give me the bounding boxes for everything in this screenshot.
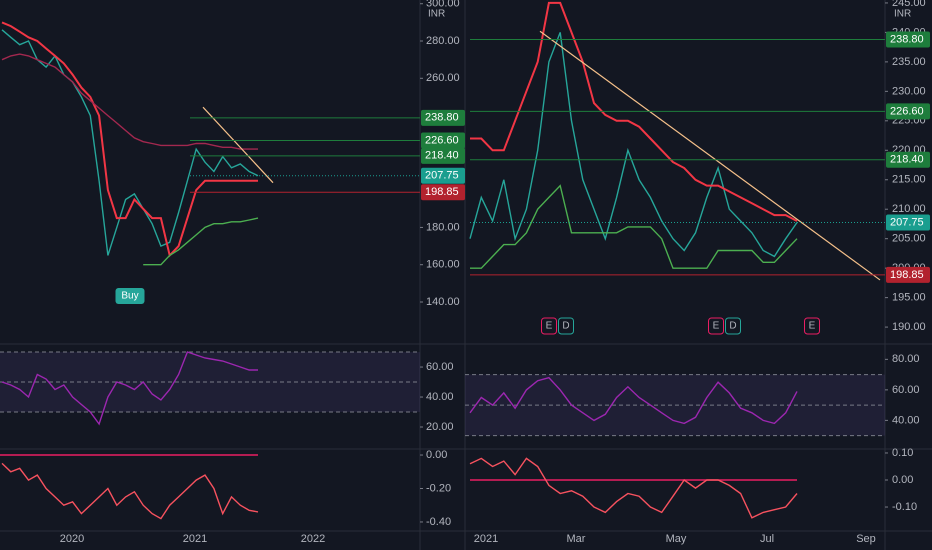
- y-tick-label: 235.00: [892, 56, 926, 68]
- y-tick-label: 195.00: [892, 292, 926, 304]
- series-line: [470, 1, 798, 222]
- level-label: 207.75: [890, 216, 924, 228]
- level-label: 226.60: [890, 105, 924, 117]
- x-tick-label: 2022: [301, 533, 325, 545]
- trendline: [202, 106, 274, 184]
- marker-label: D: [729, 321, 736, 332]
- level-box: [886, 31, 930, 48]
- y-tick-label: 210.00: [892, 203, 926, 215]
- unit-label: INR: [428, 9, 445, 20]
- level-box: [421, 147, 465, 164]
- series-line: [143, 217, 259, 266]
- level-label: 218.40: [425, 150, 459, 162]
- y-tick-label: -0.20: [426, 482, 451, 494]
- y-tick-label: 60.00: [892, 384, 920, 396]
- level-box: [421, 184, 465, 201]
- series-line: [469, 376, 798, 425]
- marker-box: [541, 317, 557, 335]
- y-tick-label: -0.40: [426, 516, 451, 528]
- trendline: [539, 30, 881, 281]
- level-box: [421, 109, 465, 126]
- y-tick-label: 160.00: [426, 259, 460, 271]
- level-box: [886, 103, 930, 120]
- y-tick-label: -0.10: [892, 501, 917, 513]
- marker-label: E: [713, 321, 720, 332]
- y-tick-label: 215.00: [892, 174, 926, 186]
- series-line: [1, 351, 258, 426]
- marker-label: E: [809, 321, 816, 332]
- y-tick-label: 40.00: [426, 391, 454, 403]
- y-tick-label: 0.00: [892, 474, 913, 486]
- y-tick-label: 280.00: [426, 35, 460, 47]
- marker-box: [558, 317, 574, 335]
- x-tick-label: 2021: [474, 533, 498, 545]
- level-label: 218.40: [890, 154, 924, 166]
- level-box: [421, 132, 465, 149]
- y-tick-label: 0.10: [892, 447, 913, 459]
- series-line: [1, 21, 258, 258]
- x-tick-label: 2021: [183, 533, 207, 545]
- series-line: [469, 32, 798, 258]
- series-line: [469, 457, 798, 519]
- y-tick-label: 140.00: [426, 296, 460, 308]
- x-tick-label: May: [666, 533, 687, 545]
- x-tick-label: 2020: [60, 533, 84, 545]
- level-label: 238.80: [890, 33, 924, 45]
- y-tick-label: 205.00: [892, 233, 926, 245]
- level-box: [886, 151, 930, 168]
- x-tick-label: Jul: [760, 533, 774, 545]
- marker-box: [708, 317, 724, 335]
- y-tick-label: 230.00: [892, 85, 926, 97]
- y-tick-label: 40.00: [892, 414, 920, 426]
- marker-label: D: [562, 321, 569, 332]
- level-label: 198.85: [425, 186, 459, 198]
- marker-box: [725, 317, 741, 335]
- x-tick-label: Mar: [567, 533, 586, 545]
- x-tick-label: Sep: [856, 533, 876, 545]
- y-tick-label: 260.00: [426, 72, 460, 84]
- series-line: [470, 184, 798, 269]
- y-tick-label: 190.00: [892, 321, 926, 333]
- y-tick-label: 300.00: [426, 0, 460, 10]
- level-label: 207.75: [425, 170, 459, 182]
- y-tick-label: 245.00: [892, 0, 926, 9]
- marker-label: Buy: [121, 291, 138, 302]
- y-tick-label: 20.00: [426, 421, 454, 433]
- level-box: [886, 214, 930, 231]
- series-line: [1, 462, 259, 520]
- level-label: 198.85: [890, 269, 924, 281]
- series-line: [1, 29, 259, 256]
- marker-label: E: [546, 321, 553, 332]
- y-tick-label: 0.00: [426, 449, 447, 461]
- y-tick-label: 180.00: [426, 221, 460, 233]
- y-tick-label: 80.00: [892, 353, 920, 365]
- unit-label: INR: [894, 9, 911, 20]
- marker-box: [804, 317, 820, 335]
- y-tick-label: 60.00: [426, 361, 454, 373]
- marker-box: [115, 288, 145, 304]
- level-label: 238.80: [425, 112, 459, 124]
- level-box: [421, 167, 465, 184]
- level-label: 226.60: [425, 134, 459, 146]
- level-box: [886, 266, 930, 283]
- series-line: [1, 53, 258, 150]
